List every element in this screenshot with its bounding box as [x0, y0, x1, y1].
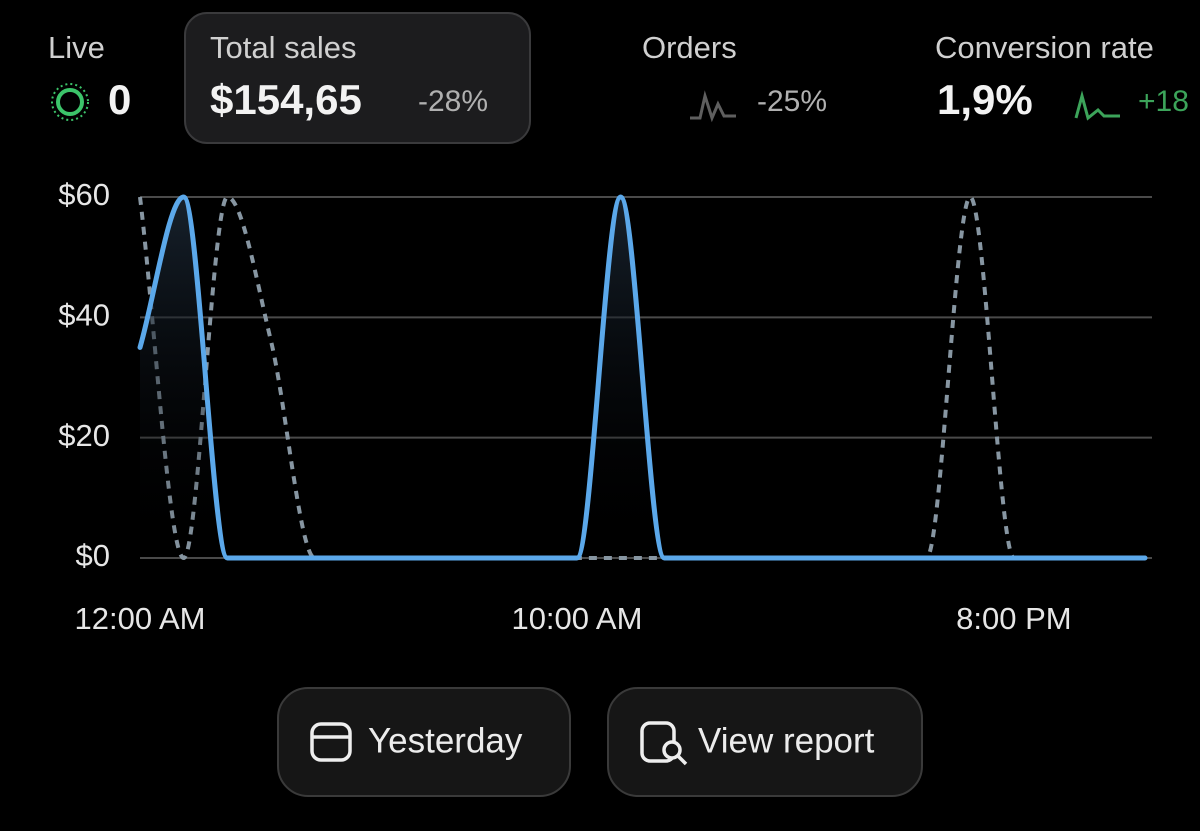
report-icon-handle — [676, 754, 688, 766]
live-icon-ring — [51, 83, 89, 121]
line-series — [137, 194, 1148, 561]
y-tick-label: $0 — [76, 538, 110, 573]
y-tick-label: $40 — [58, 298, 110, 333]
sparkline — [690, 90, 736, 123]
metric-label: Conversion rate — [935, 30, 1154, 65]
live-icon — [56, 88, 84, 116]
button-label[interactable]: Yesterday — [368, 721, 523, 760]
button-label[interactable]: View report — [698, 721, 875, 760]
calendar-icon — [310, 722, 352, 762]
metric-change: +18 — [1138, 85, 1189, 118]
metric-label: Live — [48, 30, 105, 65]
button[interactable]: View report — [607, 687, 923, 797]
x-tick-label: 8:00 PM — [956, 601, 1071, 636]
metric-value: 0 — [108, 76, 131, 123]
metric-change: -25% — [757, 85, 827, 118]
x-tick-label: 10:00 AM — [511, 601, 642, 636]
x-tick-label: 12:00 AM — [75, 601, 206, 636]
sparkline — [1074, 90, 1120, 121]
report-icon-lens — [662, 740, 682, 760]
selected-metric-card[interactable] — [184, 12, 531, 144]
y-tick-label: $60 — [58, 177, 110, 212]
button-bg[interactable] — [277, 687, 571, 797]
metrics-row: Live 0 Total sales $154,65 -28% Orders -… — [48, 12, 1189, 144]
y-tick-label: $20 — [58, 418, 110, 453]
metric-value: 1,9% — [937, 76, 1033, 123]
metric-label: Orders — [642, 30, 737, 65]
chart: $0 $20 $40 $60 12:00 AM 10:00 AM 8:00 PM — [58, 177, 1152, 636]
button-bg[interactable] — [607, 687, 923, 797]
metric-change: -28% — [418, 85, 488, 118]
metric-label: Total sales — [210, 30, 356, 65]
button[interactable]: Yesterday — [277, 687, 571, 797]
metric-value: $154,65 — [210, 76, 362, 123]
line-series — [138, 195, 1145, 560]
